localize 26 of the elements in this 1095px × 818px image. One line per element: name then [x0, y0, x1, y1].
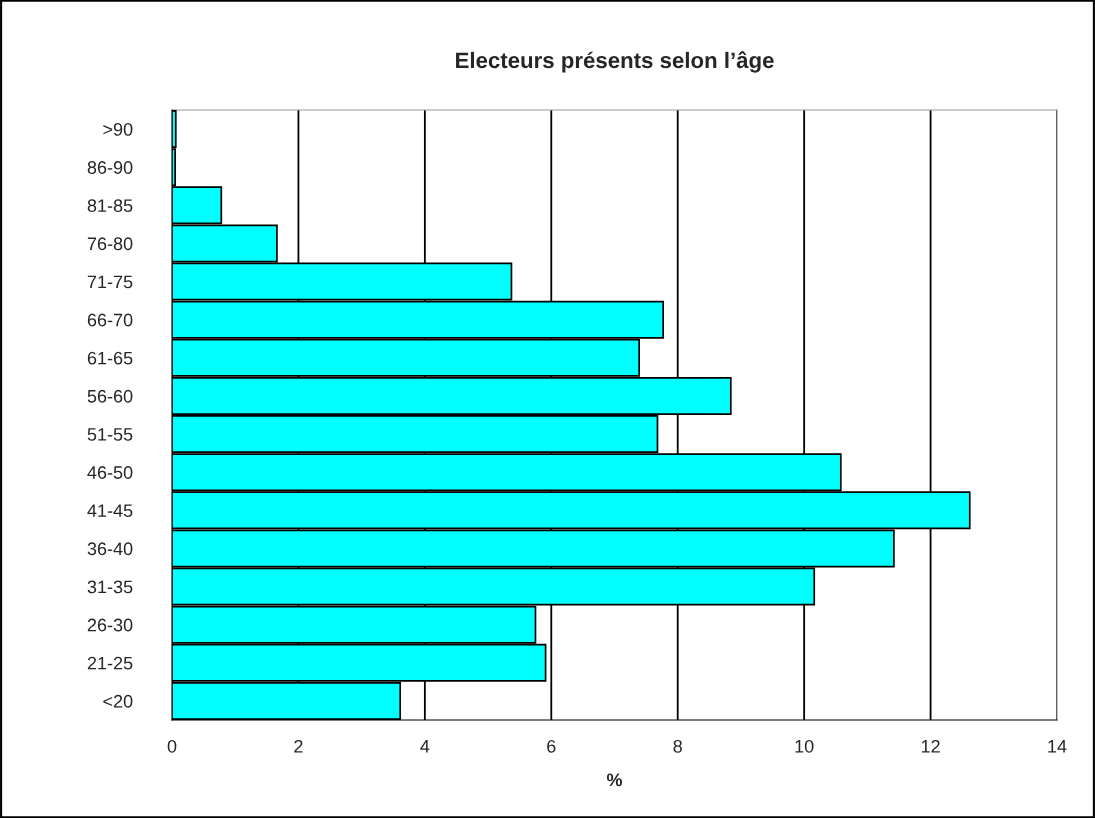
- y-tick-label: 86-90: [87, 161, 133, 174]
- x-tick-label: 14: [1048, 740, 1067, 753]
- y-tick-label: 66-70: [87, 313, 133, 327]
- y-tick-label: <20: [103, 694, 133, 708]
- y-tick-label: 61-65: [87, 351, 133, 365]
- x-axis-title: %: [606, 773, 623, 787]
- x-tick-label: 12: [921, 739, 940, 753]
- x-tick-label: 2: [294, 739, 303, 753]
- x-tick-label: 6: [547, 739, 556, 753]
- y-tick-label: 81-85: [87, 199, 133, 213]
- x-tick-label: 0: [167, 739, 177, 753]
- x-tick-label: 4: [420, 740, 430, 753]
- x-tick-label: 8: [673, 739, 682, 753]
- y-tick-label: 51-55: [87, 428, 133, 441]
- y-tick-label: 41-45: [87, 504, 133, 518]
- y-tick-label: 56-60: [87, 389, 133, 403]
- y-tick-label: 21-25: [87, 656, 133, 670]
- chart-title: Electeurs présents selon l’âge: [456, 51, 774, 73]
- y-tick-label: 71-75: [87, 275, 133, 289]
- y-tick-label: >90: [103, 123, 133, 136]
- y-tick-label: 31-35: [87, 580, 133, 594]
- y-tick-label: 76-80: [87, 237, 133, 251]
- y-tick-label: 26-30: [87, 618, 133, 632]
- x-tick-label: 10: [795, 739, 814, 753]
- y-tick-label: 46-50: [87, 466, 133, 479]
- y-tick-label: 36-40: [87, 542, 133, 556]
